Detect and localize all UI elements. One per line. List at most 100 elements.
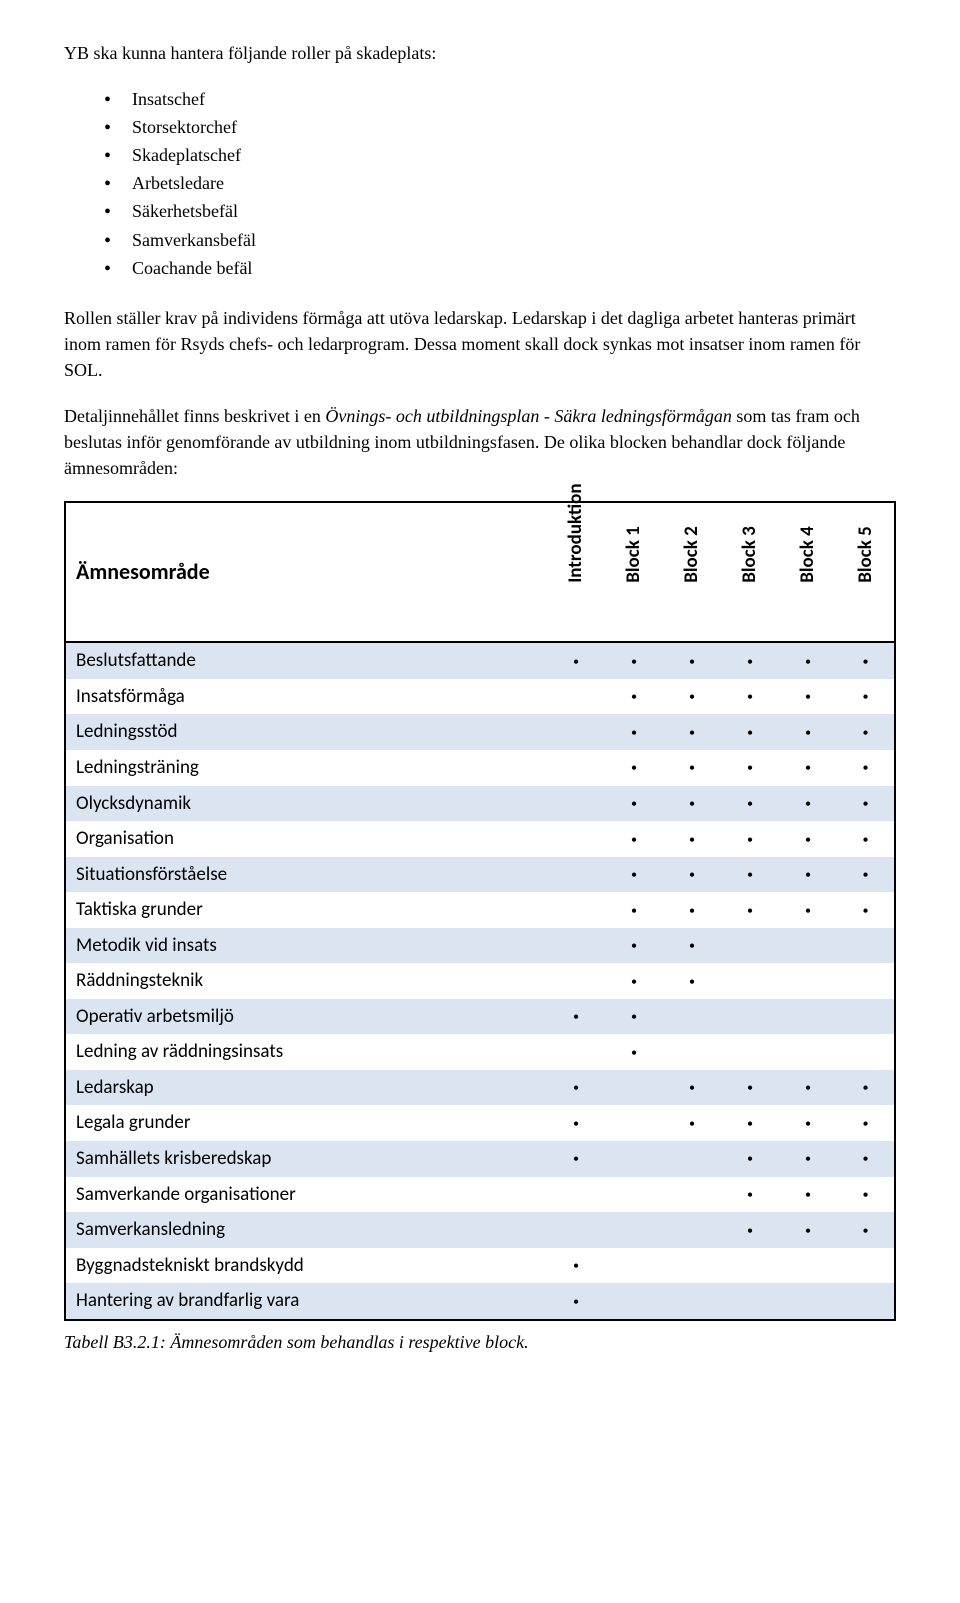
- dot-cell: [605, 1248, 663, 1284]
- dot-cell: •: [605, 928, 663, 964]
- dot-cell: [663, 1212, 721, 1248]
- dot-cell: •: [721, 679, 779, 715]
- dot-cell: [779, 963, 837, 999]
- dot-cell: •: [605, 999, 663, 1035]
- dot-cell: •: [663, 963, 721, 999]
- dot-cell: [547, 714, 605, 750]
- dot-cell: [547, 1034, 605, 1070]
- dot-cell: •: [837, 1177, 895, 1213]
- dot-cell: [837, 999, 895, 1035]
- dot-cell: •: [663, 679, 721, 715]
- table-row: Insatsförmåga•••••: [65, 679, 895, 715]
- table-row: Olycksdynamik•••••: [65, 786, 895, 822]
- dot-cell: [547, 750, 605, 786]
- table-row: Byggnadstekniskt brandskydd•: [65, 1248, 895, 1284]
- table-row: Ledning av räddningsinsats•: [65, 1034, 895, 1070]
- dot-cell: •: [721, 1212, 779, 1248]
- dot-cell: •: [605, 963, 663, 999]
- dot-cell: •: [779, 1070, 837, 1106]
- dot-cell: •: [605, 786, 663, 822]
- bullet-item: Arbetsledare: [104, 170, 896, 196]
- dot-cell: •: [663, 714, 721, 750]
- row-label: Metodik vid insats: [65, 928, 547, 964]
- dot-cell: •: [837, 642, 895, 679]
- row-label: Byggnadstekniskt brandskydd: [65, 1248, 547, 1284]
- dot-cell: •: [837, 1212, 895, 1248]
- dot-cell: [721, 928, 779, 964]
- dot-cell: •: [779, 1105, 837, 1141]
- row-label: Ledarskap: [65, 1070, 547, 1106]
- dot-cell: •: [779, 786, 837, 822]
- column-header: Block 5: [837, 502, 895, 642]
- dot-cell: •: [663, 642, 721, 679]
- dot-cell: [837, 928, 895, 964]
- dot-cell: [721, 1283, 779, 1320]
- row-label: Situationsförståelse: [65, 857, 547, 893]
- bullet-item: Skadeplatschef: [104, 142, 896, 168]
- dot-cell: •: [721, 821, 779, 857]
- table-row: Ledningsstöd•••••: [65, 714, 895, 750]
- dot-cell: •: [605, 714, 663, 750]
- row-label: Insatsförmåga: [65, 679, 547, 715]
- table-row: Beslutsfattande••••••: [65, 642, 895, 679]
- dot-cell: [547, 928, 605, 964]
- dot-cell: •: [837, 786, 895, 822]
- table-row: Samverkansledning•••: [65, 1212, 895, 1248]
- dot-cell: •: [547, 1141, 605, 1177]
- dot-cell: [547, 821, 605, 857]
- dot-cell: [547, 963, 605, 999]
- dot-cell: •: [779, 1141, 837, 1177]
- row-label: Ledningsstöd: [65, 714, 547, 750]
- dot-cell: [721, 1248, 779, 1284]
- dot-cell: •: [605, 892, 663, 928]
- dot-cell: •: [605, 642, 663, 679]
- dot-cell: [547, 892, 605, 928]
- dot-cell: •: [837, 714, 895, 750]
- row-label: Ledningsträning: [65, 750, 547, 786]
- topics-table: Ämnesområde IntroduktionBlock 1Block 2Bl…: [64, 501, 896, 1320]
- dot-cell: •: [721, 857, 779, 893]
- bullet-item: Säkerhetsbefäl: [104, 198, 896, 224]
- row-label: Samverkande organisationer: [65, 1177, 547, 1213]
- dot-cell: [837, 1248, 895, 1284]
- para2-pre: Detaljinnehållet finns beskrivet i en: [64, 406, 325, 426]
- dot-cell: •: [663, 786, 721, 822]
- dot-cell: •: [779, 714, 837, 750]
- dot-cell: •: [721, 642, 779, 679]
- dot-cell: •: [663, 750, 721, 786]
- table-header-row: Ämnesområde IntroduktionBlock 1Block 2Bl…: [65, 502, 895, 642]
- dot-cell: •: [779, 679, 837, 715]
- dot-cell: •: [663, 821, 721, 857]
- dot-cell: [663, 999, 721, 1035]
- dot-cell: [605, 1105, 663, 1141]
- dot-cell: [721, 999, 779, 1035]
- dot-cell: [721, 963, 779, 999]
- column-header: Block 1: [605, 502, 663, 642]
- dot-cell: [779, 928, 837, 964]
- dot-cell: •: [663, 857, 721, 893]
- dot-cell: [547, 1177, 605, 1213]
- dot-cell: [547, 1212, 605, 1248]
- dot-cell: •: [779, 1177, 837, 1213]
- row-label: Samverkansledning: [65, 1212, 547, 1248]
- row-label: Operativ arbetsmiljö: [65, 999, 547, 1035]
- role-bullet-list: InsatschefStorsektorchefSkadeplatschefAr…: [104, 86, 896, 281]
- row-label: Hantering av brandfarlig vara: [65, 1283, 547, 1320]
- dot-cell: •: [663, 1105, 721, 1141]
- bullet-item: Coachande befäl: [104, 255, 896, 281]
- dot-cell: •: [721, 786, 779, 822]
- paragraph-2: Detaljinnehållet finns beskrivet i en Öv…: [64, 403, 896, 481]
- dot-cell: •: [605, 857, 663, 893]
- dot-cell: •: [837, 1141, 895, 1177]
- dot-cell: •: [837, 679, 895, 715]
- dot-cell: [663, 1283, 721, 1320]
- dot-cell: [605, 1070, 663, 1106]
- dot-cell: •: [547, 1105, 605, 1141]
- dot-cell: •: [837, 1105, 895, 1141]
- dot-cell: •: [605, 679, 663, 715]
- dot-cell: •: [779, 892, 837, 928]
- dot-cell: [547, 679, 605, 715]
- dot-cell: •: [779, 750, 837, 786]
- dot-cell: •: [721, 892, 779, 928]
- row-label: Ledning av räddningsinsats: [65, 1034, 547, 1070]
